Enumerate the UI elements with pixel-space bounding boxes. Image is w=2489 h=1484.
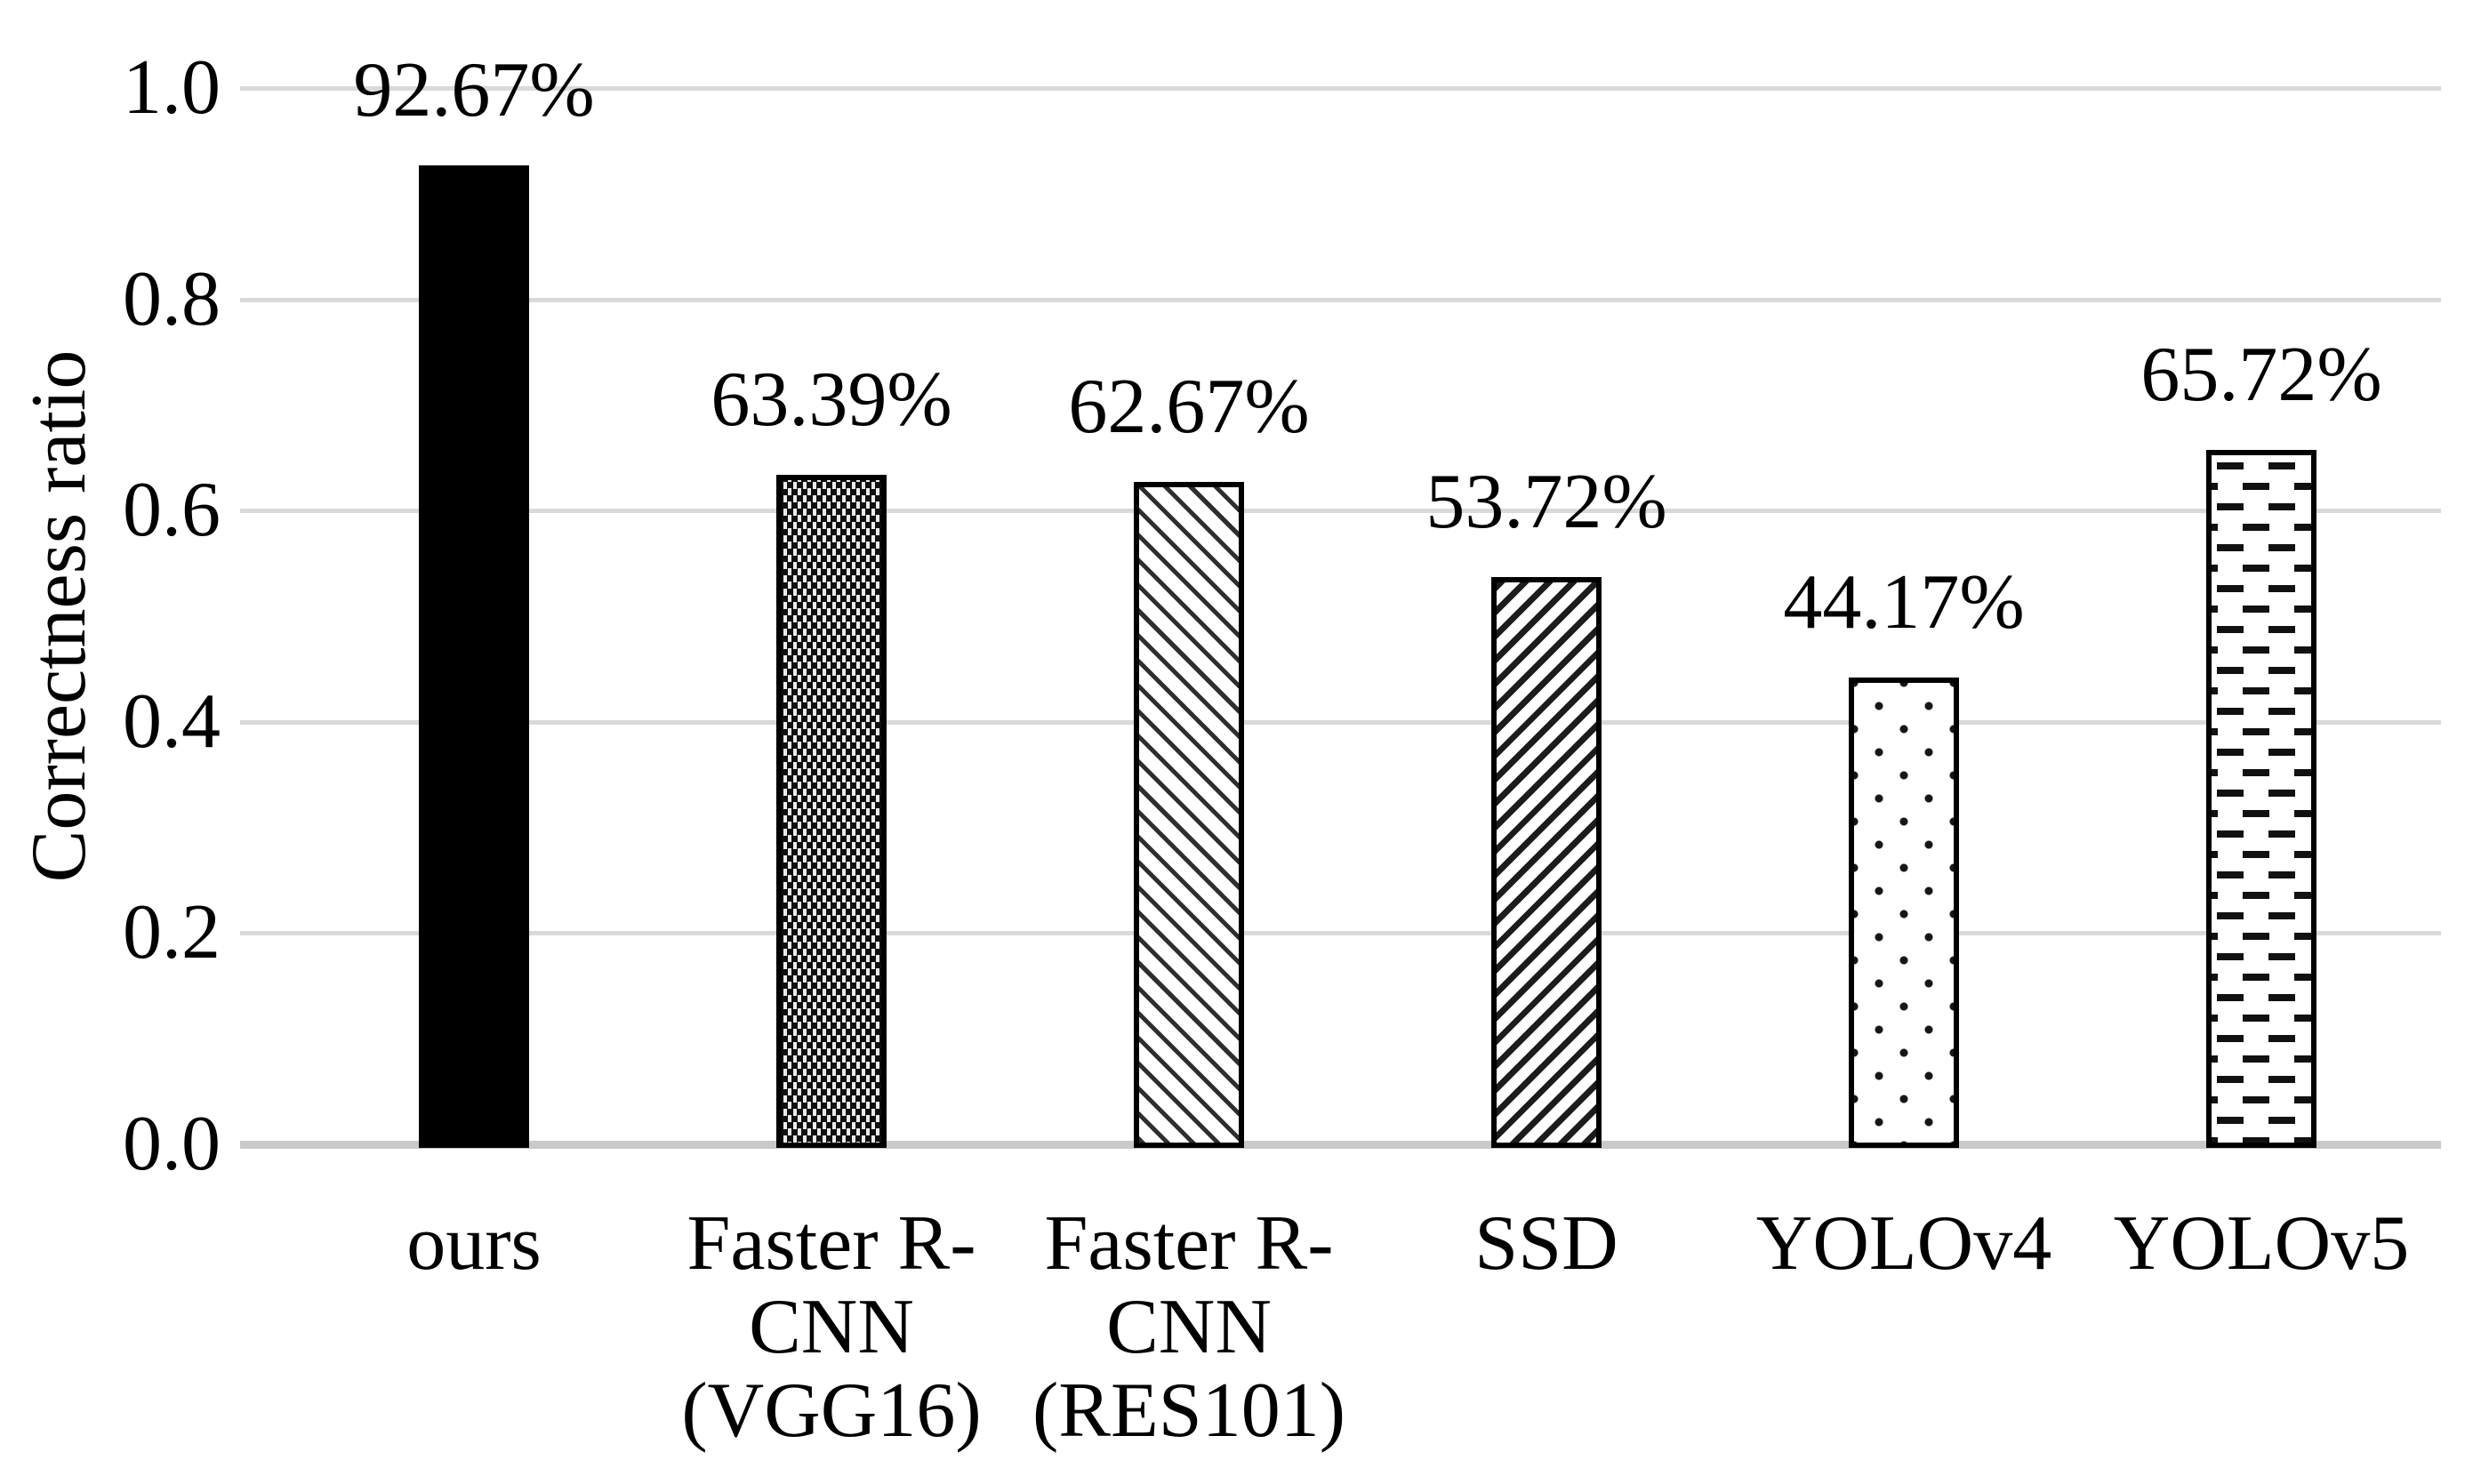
y-tick-label-1.0: 1.0	[123, 44, 221, 131]
gridline-0.4	[240, 719, 2441, 725]
data-label-YOLOv4: 44.17%	[1783, 559, 2025, 646]
category-label-Faster R-CNN (RES101): Faster R- CNN (RES101)	[1032, 1200, 1345, 1454]
bar-SSD	[1491, 577, 1602, 1148]
gridline-1.0	[240, 86, 2441, 91]
gridline-0.6	[240, 509, 2441, 514]
bar-ours	[419, 165, 529, 1148]
x-axis-line	[240, 1141, 2441, 1149]
category-label-YOLOv4: YOLOv4	[1755, 1200, 2052, 1287]
bar-Faster R-CNN (RES101)	[1134, 482, 1244, 1148]
data-label-SSD: 53.72%	[1425, 459, 1667, 545]
category-label-ours: ours	[406, 1200, 542, 1287]
y-tick-label-0.6: 0.6	[123, 467, 221, 554]
y-axis-title: Correctness ratio	[16, 349, 102, 883]
y-tick-label-0.4: 0.4	[123, 678, 221, 765]
y-tick-label-0.8: 0.8	[123, 255, 221, 342]
y-tick-label-0.0: 0.0	[123, 1101, 221, 1187]
bar-Faster R-CNN (VGG16)	[776, 475, 887, 1148]
category-label-SSD: SSD	[1474, 1200, 1618, 1287]
bar-YOLOv4	[1849, 678, 1959, 1148]
gridline-0.8	[240, 297, 2441, 302]
data-label-ours: 92.67%	[353, 47, 595, 133]
gridline-0.2	[240, 931, 2441, 936]
y-tick-label-0.2: 0.2	[123, 889, 221, 976]
category-label-YOLOv5: YOLOv5	[2113, 1200, 2410, 1287]
data-label-Faster R-CNN (VGG16): 63.39%	[711, 357, 952, 443]
category-label-Faster R-CNN (VGG16): Faster R- CNN (VGG16)	[681, 1200, 982, 1454]
data-label-Faster R-CNN (RES101): 62.67%	[1068, 364, 1310, 450]
data-label-YOLOv5: 65.72%	[2140, 332, 2382, 418]
bar-YOLOv5	[2206, 450, 2316, 1148]
